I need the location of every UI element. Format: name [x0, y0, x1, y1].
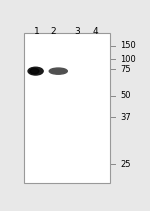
- Text: 3: 3: [74, 27, 80, 35]
- Text: 4: 4: [93, 27, 98, 35]
- Ellipse shape: [28, 67, 43, 75]
- Text: 37: 37: [120, 113, 131, 122]
- Text: 50: 50: [120, 92, 131, 100]
- Text: 150: 150: [120, 41, 136, 50]
- Text: 75: 75: [120, 65, 131, 74]
- Text: 25: 25: [120, 160, 131, 169]
- Ellipse shape: [30, 68, 39, 74]
- Text: 100: 100: [120, 55, 136, 64]
- Text: 2: 2: [51, 27, 56, 35]
- Ellipse shape: [49, 68, 67, 74]
- Bar: [24, 33, 110, 183]
- Text: 1: 1: [34, 27, 40, 35]
